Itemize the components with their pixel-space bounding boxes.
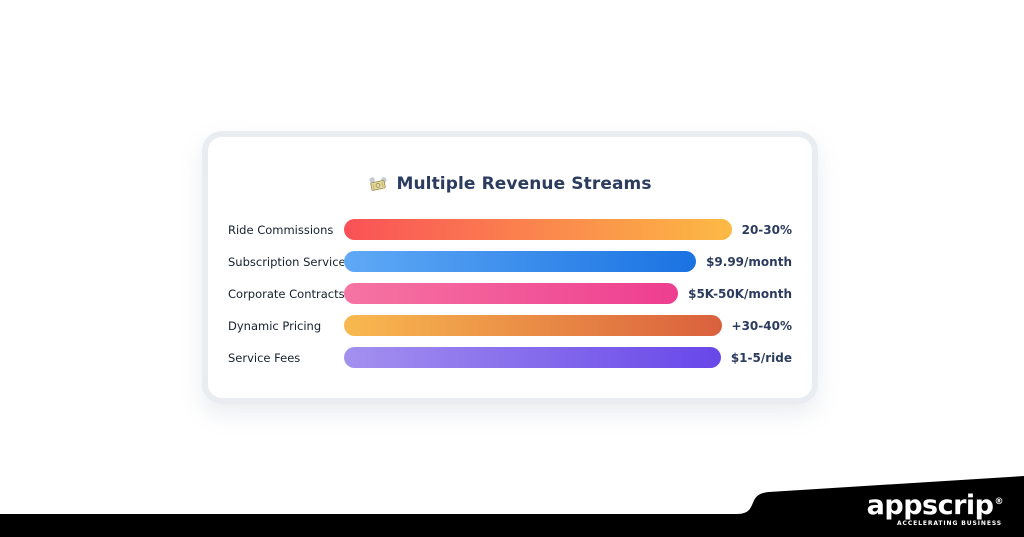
row-label: Subscription Services <box>228 254 344 269</box>
row-value: $5K-50K/month <box>688 286 792 301</box>
row-value: 20-30% <box>741 222 792 237</box>
money-with-wings-icon <box>368 176 388 193</box>
card-title: Multiple Revenue Streams <box>228 173 792 195</box>
revenue-row-service-fees: Service Fees $1-5/ride <box>228 347 792 368</box>
row-value: +30-40% <box>731 318 792 333</box>
brand-wordmark: appscrip <box>866 490 994 521</box>
row-label: Dynamic Pricing <box>228 318 322 333</box>
card-title-text: Multiple Revenue Streams <box>396 174 652 194</box>
revenue-bar <box>344 315 722 336</box>
row-label: Ride Commissions <box>228 222 334 237</box>
brand-tagline: ACCELERATING BUSINESS <box>896 520 1002 527</box>
registered-trademark-symbol: ® <box>994 497 1004 507</box>
revenue-bar <box>344 219 732 240</box>
row-label: Service Fees <box>228 350 301 365</box>
revenue-rows: Ride Commissions 20-30% Subscription Ser… <box>228 219 792 368</box>
revenue-row-subscription-services: Subscription Services $9.99/month <box>228 251 792 272</box>
revenue-row-corporate-contracts: Corporate Contracts $5K-50K/month <box>228 283 792 304</box>
revenue-bar <box>344 251 697 272</box>
row-value: $9.99/month <box>706 254 792 269</box>
appscrip-logo: appscrip® <box>866 490 1004 521</box>
revenue-bar <box>344 347 721 368</box>
row-value: $1-5/ride <box>730 350 792 365</box>
row-label: Corporate Contracts <box>228 286 344 301</box>
revenue-bar <box>344 283 679 304</box>
revenue-streams-card: Multiple Revenue Streams Ride Commission… <box>202 131 818 404</box>
revenue-row-dynamic-pricing: Dynamic Pricing +30-40% <box>228 315 792 336</box>
footer-ribbon <box>0 476 1024 537</box>
revenue-row-ride-commissions: Ride Commissions 20-30% <box>228 219 792 240</box>
